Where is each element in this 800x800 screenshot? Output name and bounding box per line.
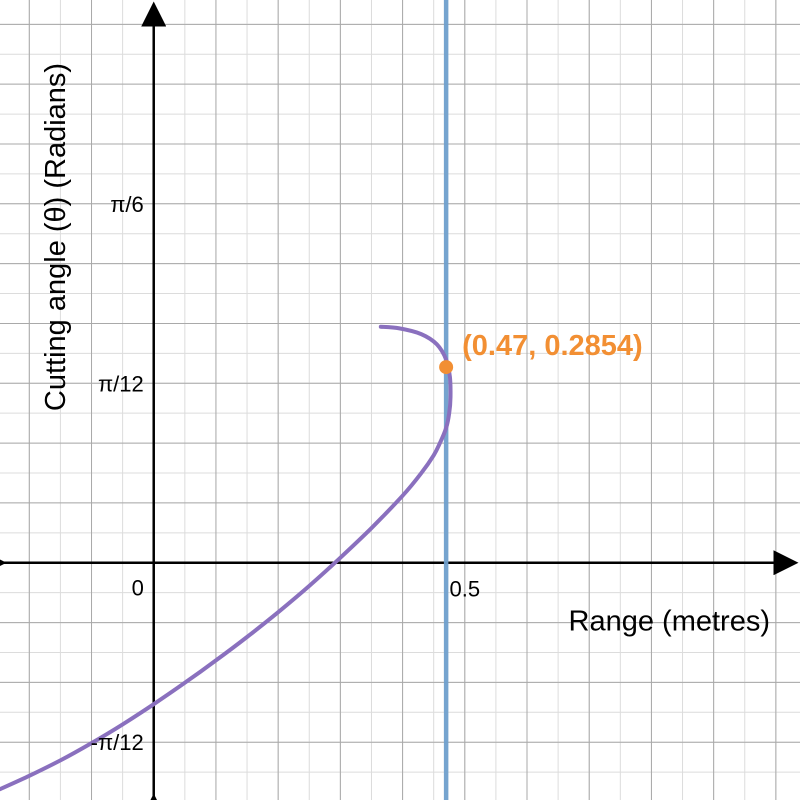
origin-label: 0 bbox=[132, 576, 144, 601]
point-label: (0.47, 0.2854) bbox=[462, 330, 643, 362]
labels-layer: (0.47, 0.2854) π/6 π/12 -π/12 0.5 0 Range (met… bbox=[40, 63, 770, 755]
highlight-point bbox=[439, 360, 454, 375]
x-axis-title: Range (metres) bbox=[569, 606, 770, 638]
y-tick-label: -π/12 bbox=[91, 730, 144, 755]
x-tick-label: 0.5 bbox=[449, 577, 480, 602]
y-tick-label: π/6 bbox=[110, 192, 144, 217]
series-layer bbox=[0, 0, 454, 800]
y-axis-title: Cutting angle (θ) (Radians) bbox=[40, 63, 72, 411]
y-tick-label: π/12 bbox=[98, 371, 144, 396]
